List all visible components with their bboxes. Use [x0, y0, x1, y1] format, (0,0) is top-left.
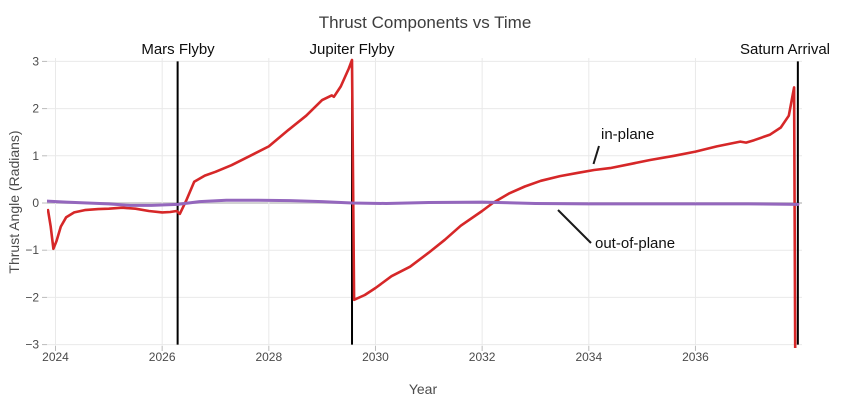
x-tick-label: 2032: [469, 350, 496, 364]
series-group: [47, 58, 800, 348]
event-label-jupiter-flyby: Jupiter Flyby: [309, 41, 395, 58]
y-tick-label: −1: [25, 243, 39, 257]
x-tick-label: 2036: [682, 350, 709, 364]
x-tick-label: 2026: [149, 350, 176, 364]
x-axis-title: Year: [408, 381, 438, 397]
series-line-out-of-plane: [47, 198, 800, 207]
series-label-out-of-plane: out-of-plane: [595, 235, 676, 252]
y-tick-label: −3: [25, 338, 39, 352]
y-tick-label: 3: [32, 54, 39, 68]
y-tick-label: 1: [32, 149, 39, 163]
chart-title: Thrust Components vs Time: [318, 13, 532, 32]
annotation-leader-line: [592, 145, 600, 165]
series-line-in-plane: [47, 58, 797, 348]
x-tick-label: 2028: [255, 350, 282, 364]
event-label-saturn-arrival: Saturn Arrival: [739, 41, 831, 58]
y-tick-label: −2: [25, 290, 39, 304]
y-tick-label: 2: [32, 102, 39, 116]
event-label-mars-flyby: Mars Flyby: [141, 41, 215, 58]
y-axis-title: Thrust Angle (Radians): [6, 130, 22, 274]
annotation-leader-line: [557, 209, 592, 244]
x-tick-label: 2024: [42, 350, 69, 364]
series-label-in-plane: in-plane: [601, 126, 655, 143]
y-tick-label: 0: [32, 196, 39, 210]
x-tick-label: 2034: [575, 350, 602, 364]
x-tick-label: 2030: [362, 350, 389, 364]
